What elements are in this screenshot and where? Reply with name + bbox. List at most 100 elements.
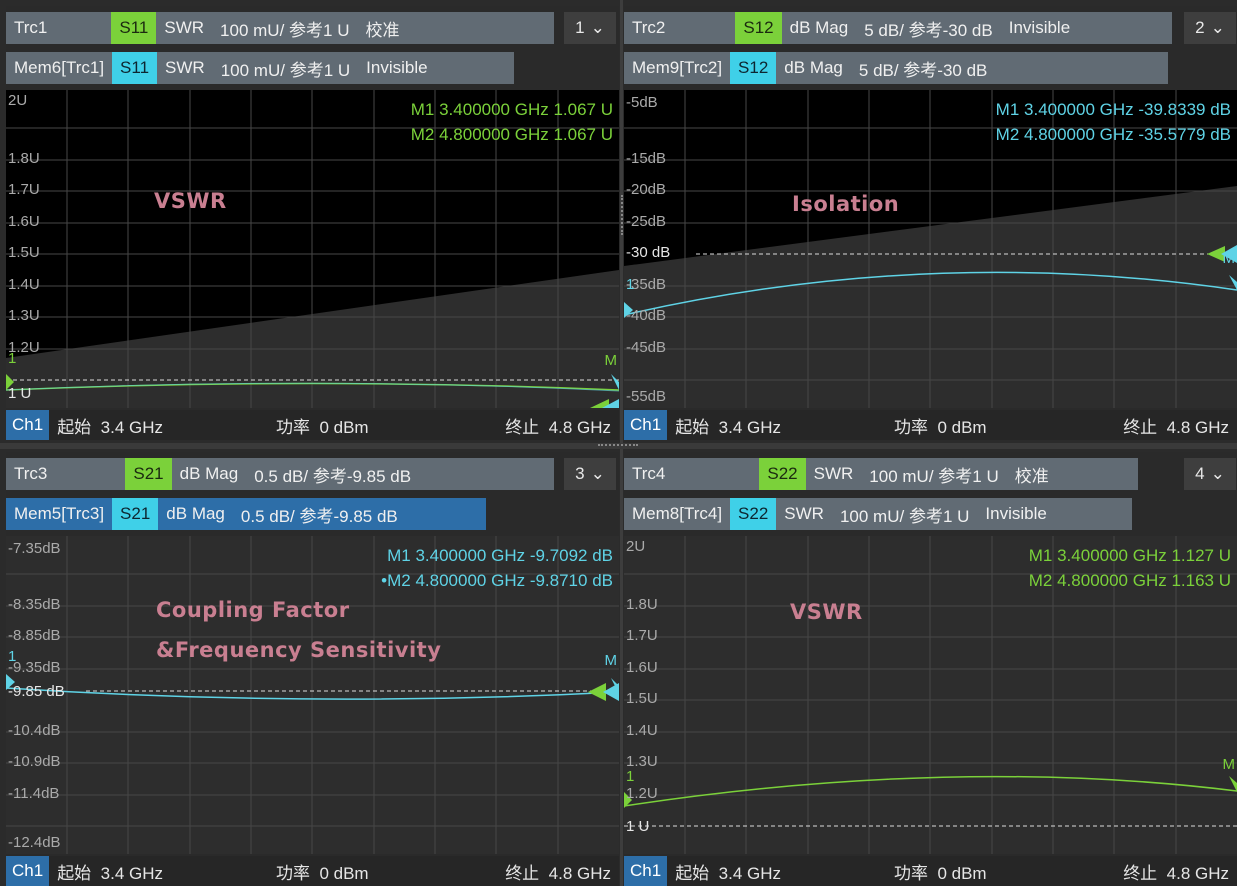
memory-state[interactable]: Invisible xyxy=(366,58,428,77)
trace-format[interactable]: dB Mag xyxy=(179,464,239,483)
memory-name[interactable]: Mem9[Trc2] xyxy=(632,58,723,77)
start-frequency[interactable]: 起始 3.4 GHz xyxy=(57,417,163,437)
divider-grip[interactable] xyxy=(598,444,638,447)
ref-arrow-cyan[interactable] xyxy=(603,683,619,701)
y-label: 1.4U xyxy=(8,276,40,293)
trace-format[interactable]: dB Mag xyxy=(789,18,849,37)
power-level[interactable]: 功率 0 dBm xyxy=(894,863,987,883)
trace-header-trc4[interactable]: Trc4 S22 SWR 100 mU/ 参考1 U 校准 xyxy=(624,458,1138,490)
stop-frequency[interactable]: 终止 4.8 GHz xyxy=(1123,863,1229,883)
s-parameter-badge[interactable]: S22 xyxy=(759,458,806,490)
marker-1-readout[interactable]: M1 3.400000 GHz -39.8339 dB xyxy=(995,100,1231,119)
trace-scale[interactable]: 0.5 dB/ 参考-9.85 dB xyxy=(254,466,412,486)
annotation-label: Isolation xyxy=(792,192,900,216)
marker-1-readout[interactable]: M1 3.400000 GHz -9.7092 dB xyxy=(387,546,613,565)
divider-grip-vertical[interactable] xyxy=(621,195,623,235)
ref-arrow-green[interactable] xyxy=(588,683,606,701)
marker-1-readout[interactable]: M1 3.400000 GHz 1.067 U xyxy=(410,100,613,119)
trace-scale[interactable]: 100 mU/ 参考1 U xyxy=(220,20,350,40)
marker-1-readout[interactable]: M1 3.400000 GHz 1.127 U xyxy=(1028,546,1231,565)
memory-trace-header-mem5[interactable]: Mem5[Trc3] S21 dB Mag 0.5 dB/ 参考-9.85 dB xyxy=(6,498,486,530)
memory-name[interactable]: Mem5[Trc3] xyxy=(14,504,105,523)
marker-2-triangle[interactable] xyxy=(611,374,619,390)
s-parameter-badge[interactable]: S22 xyxy=(730,498,777,530)
ref-arrow-green[interactable] xyxy=(590,399,609,408)
trace-header-trc2[interactable]: Trc2 S12 dB Mag 5 dB/ 参考-30 dB Invisible xyxy=(624,12,1172,44)
ref-arrow-cyan[interactable] xyxy=(602,399,619,408)
memory-format[interactable]: SWR xyxy=(165,58,205,77)
horizontal-pane-divider[interactable] xyxy=(0,443,1237,449)
start-frequency[interactable]: 起始 3.4 GHz xyxy=(675,863,781,883)
memory-format[interactable]: dB Mag xyxy=(784,58,843,77)
y-label: -20dB xyxy=(626,181,667,198)
ref-arrow-cyan[interactable] xyxy=(1221,245,1237,263)
channel-badge[interactable]: Ch1 xyxy=(624,410,668,440)
marker-1-triangle[interactable] xyxy=(624,792,632,808)
trace-header-trc3[interactable]: Trc3 S21 dB Mag 0.5 dB/ 参考-9.85 dB xyxy=(6,458,554,490)
s-parameter-badge[interactable]: S21 xyxy=(125,458,172,490)
stop-frequency[interactable]: 终止 4.8 GHz xyxy=(505,863,611,883)
window-select-dropdown[interactable]: 2 ⌄ xyxy=(1184,12,1236,44)
trace-format[interactable]: SWR xyxy=(813,464,854,483)
start-frequency[interactable]: 起始 3.4 GHz xyxy=(675,417,781,437)
window-select-dropdown[interactable]: 1 ⌄ xyxy=(564,12,616,44)
stop-frequency[interactable]: 终止 4.8 GHz xyxy=(505,417,611,437)
stop-frequency[interactable]: 终止 4.8 GHz xyxy=(1123,417,1229,437)
start-frequency[interactable]: 起始 3.4 GHz xyxy=(57,863,163,883)
trace-format[interactable]: SWR xyxy=(164,18,205,37)
trace-state[interactable]: 校准 xyxy=(1014,466,1049,486)
marker-2-triangle[interactable] xyxy=(1229,275,1237,290)
trace-scale[interactable]: 5 dB/ 参考-30 dB xyxy=(864,20,993,40)
marker-2-readout[interactable]: •M2 4.800000 GHz -9.8710 dB xyxy=(381,571,613,590)
trace-header-trc1[interactable]: Trc1 S11 SWR 100 mU/ 参考1 U 校准 xyxy=(6,12,554,44)
marker-2-readout[interactable]: M2 4.800000 GHz 1.067 U xyxy=(410,125,613,144)
marker-1-triangle[interactable] xyxy=(6,674,15,690)
window-select-dropdown[interactable]: 4 ⌄ xyxy=(1184,458,1236,490)
y-label: -7.35dB xyxy=(8,540,61,557)
memory-trace-header-mem6[interactable]: Mem6[Trc1] S11 SWR 100 mU/ 参考1 U Invisib… xyxy=(6,52,514,84)
plot-area[interactable]: 2U 1.8U 1.7U 1.6U 1.5U 1.4U 1.3U 1.2U 1 … xyxy=(6,90,619,408)
marker-2-readout[interactable]: M2 4.800000 GHz 1.163 U xyxy=(1028,571,1231,590)
memory-name[interactable]: Mem8[Trc4] xyxy=(632,504,723,523)
marker-2-readout[interactable]: M2 4.800000 GHz -35.5779 dB xyxy=(995,125,1231,144)
ref-arrow-green[interactable] xyxy=(1207,246,1225,262)
trace-scale[interactable]: 100 mU/ 参考1 U xyxy=(869,466,999,486)
power-level[interactable]: 功率 0 dBm xyxy=(894,417,987,437)
grid xyxy=(624,90,1237,408)
plot-area[interactable]: -5dB -15dB -20dB -25dB -30 dB -35dB -40d… xyxy=(624,90,1237,408)
memory-format[interactable]: SWR xyxy=(784,504,824,523)
trace-state[interactable]: Invisible xyxy=(1008,18,1071,37)
marker-1-triangle[interactable] xyxy=(624,302,633,318)
power-level[interactable]: 功率 0 dBm xyxy=(276,863,369,883)
trace-name[interactable]: Trc3 xyxy=(14,464,48,483)
memory-scale[interactable]: 5 dB/ 参考-30 dB xyxy=(858,60,988,80)
trace-name[interactable]: Trc1 xyxy=(14,18,48,37)
memory-state[interactable]: Invisible xyxy=(985,504,1047,523)
channel-badge[interactable]: Ch1 xyxy=(624,856,668,886)
marker-2-triangle[interactable] xyxy=(1229,776,1237,792)
plot-area[interactable]: 2U 1.8U 1.7U 1.6U 1.5U 1.4U 1.3U 1.2U 1 … xyxy=(624,536,1237,854)
trace-state[interactable]: 校准 xyxy=(365,20,400,40)
channel-badge[interactable]: Ch1 xyxy=(6,856,50,886)
marker-2-label: M xyxy=(1222,250,1236,267)
s-parameter-badge[interactable]: S11 xyxy=(111,12,157,44)
power-level[interactable]: 功率 0 dBm xyxy=(276,417,369,437)
memory-format[interactable]: dB Mag xyxy=(166,504,225,523)
memory-scale[interactable]: 100 mU/ 参考1 U xyxy=(839,506,970,526)
marker-1-triangle[interactable] xyxy=(6,374,14,390)
s-parameter-badge[interactable]: S11 xyxy=(112,52,158,84)
memory-trace-header-mem9[interactable]: Mem9[Trc2] S12 dB Mag 5 dB/ 参考-30 dB xyxy=(624,52,1168,84)
grid xyxy=(6,536,619,854)
memory-scale[interactable]: 0.5 dB/ 参考-9.85 dB xyxy=(240,506,398,526)
memory-scale[interactable]: 100 mU/ 参考1 U xyxy=(220,60,351,80)
s-parameter-badge[interactable]: S21 xyxy=(112,498,159,530)
trace-name[interactable]: Trc2 xyxy=(632,18,666,37)
window-select-dropdown[interactable]: 3 ⌄ xyxy=(564,458,616,490)
memory-trace-header-mem8[interactable]: Mem8[Trc4] S22 SWR 100 mU/ 参考1 U Invisib… xyxy=(624,498,1132,530)
memory-name[interactable]: Mem6[Trc1] xyxy=(14,58,105,77)
channel-badge[interactable]: Ch1 xyxy=(6,410,50,440)
s-parameter-badge[interactable]: S12 xyxy=(730,52,777,84)
plot-area[interactable]: -7.35dB -8.35dB -8.85dB -9.35dB -9.85 dB… xyxy=(6,536,619,854)
s-parameter-badge[interactable]: S12 xyxy=(735,12,782,44)
trace-name[interactable]: Trc4 xyxy=(632,464,666,483)
